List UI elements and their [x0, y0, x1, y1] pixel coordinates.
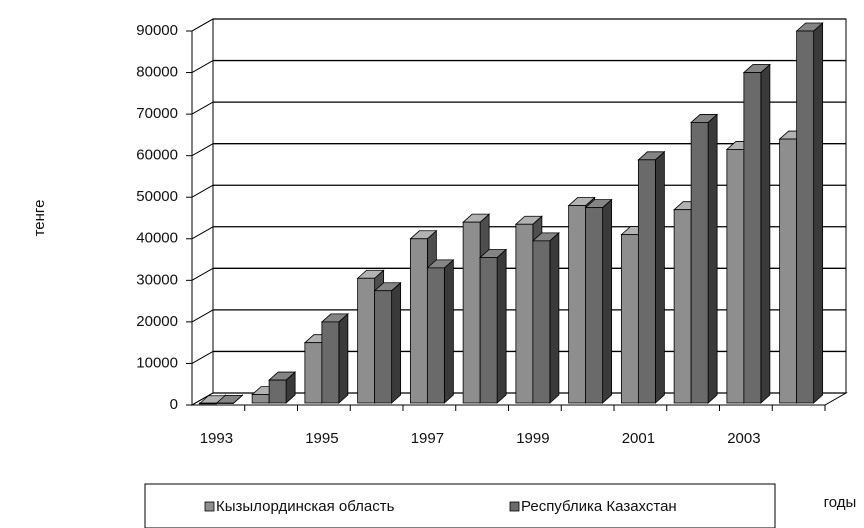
bar — [779, 138, 798, 404]
legend-swatch — [204, 501, 215, 512]
x-tick-label: 1999 — [516, 430, 549, 447]
bar — [796, 30, 815, 404]
bar-side — [707, 113, 718, 404]
y-tick-label: 10000 — [136, 354, 178, 371]
grid-line-side — [191, 60, 214, 73]
y-tick-label: 80000 — [136, 64, 178, 81]
bar-side — [654, 150, 665, 404]
y-tick-label: 40000 — [136, 230, 178, 247]
bar — [268, 379, 287, 404]
x-tick-label: 1993 — [200, 430, 233, 447]
y-tick-label: 60000 — [136, 147, 178, 164]
bar — [426, 267, 445, 404]
bar — [726, 149, 745, 404]
grid-line-side — [191, 101, 214, 115]
grid-line-side — [191, 226, 214, 240]
bar — [462, 221, 481, 404]
y-tick-label: 70000 — [136, 105, 178, 122]
x-tick-label: 1997 — [411, 430, 444, 447]
bar — [568, 205, 587, 404]
legend-label: Республика Казахстан — [521, 498, 677, 515]
y-tick-label: 20000 — [136, 313, 178, 330]
grid-line-side — [191, 267, 214, 281]
legend-swatch — [509, 501, 520, 512]
bar — [198, 402, 217, 405]
bar — [357, 277, 376, 404]
side-wall — [191, 18, 214, 406]
bar-side — [391, 281, 402, 404]
x-axis-label: годы — [824, 494, 857, 511]
x-tick-label: 1995 — [305, 430, 338, 447]
legend-label: Кызылординская область — [216, 498, 395, 515]
bar-side — [443, 258, 454, 404]
bar-side — [813, 22, 824, 404]
bar — [743, 72, 762, 404]
bar-side — [549, 231, 560, 404]
y-tick-label: 30000 — [136, 271, 178, 288]
bar — [673, 209, 692, 404]
bar — [532, 240, 551, 404]
y-tick-label: 0 — [170, 396, 178, 413]
bar — [620, 234, 639, 404]
bar-side — [338, 312, 349, 404]
grid-line-side — [191, 351, 214, 364]
bar — [637, 159, 656, 404]
y-tick-label: 90000 — [136, 22, 178, 39]
x-tick-label: 2001 — [622, 430, 655, 447]
bar — [321, 321, 340, 404]
grid-line-side — [191, 392, 214, 406]
grid-line-side — [191, 309, 214, 323]
bar-side — [760, 63, 771, 404]
y-axis-label: тенге — [31, 200, 48, 237]
bar — [479, 257, 498, 404]
bar — [304, 342, 323, 404]
bar-side — [496, 248, 507, 404]
bar-side — [602, 198, 613, 404]
bar — [409, 238, 428, 404]
bar — [585, 207, 604, 404]
legend-box — [144, 483, 776, 528]
bar — [251, 394, 270, 404]
x-tick-label: 2003 — [727, 430, 760, 447]
grid-line-side — [191, 143, 214, 157]
bar — [515, 223, 534, 404]
grid-line-side — [191, 18, 214, 32]
grid-line-side — [191, 184, 214, 198]
y-tick-label: 50000 — [136, 188, 178, 205]
bar — [374, 290, 393, 404]
bar — [690, 122, 709, 404]
